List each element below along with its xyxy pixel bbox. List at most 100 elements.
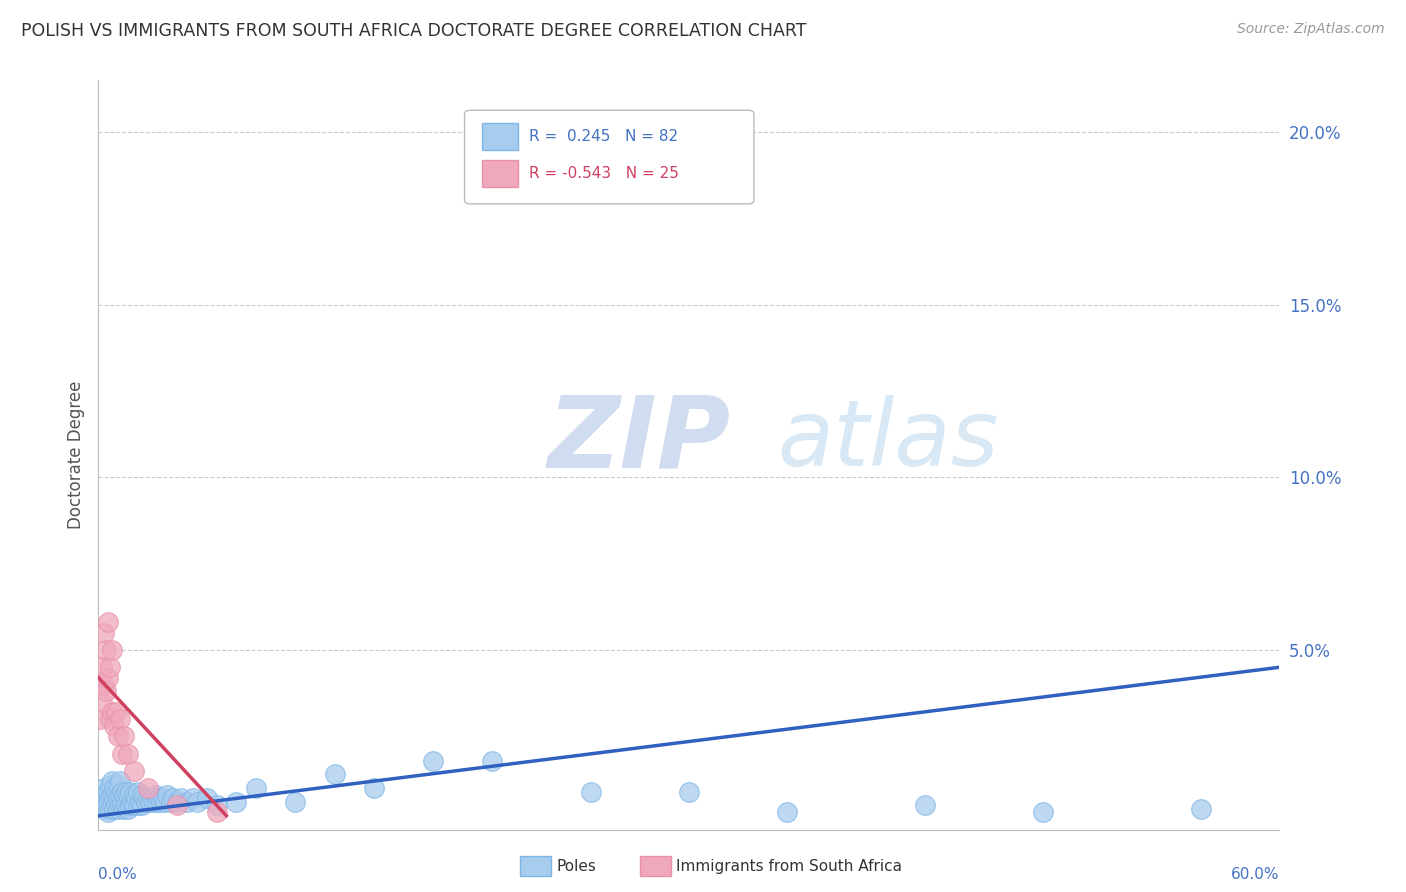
Point: [111, 747, 134, 761]
Point: [112, 788, 135, 802]
Point: [156, 788, 179, 802]
Point: [115, 798, 138, 813]
Point: [131, 788, 153, 802]
Point: [284, 795, 307, 809]
Point: [142, 795, 165, 809]
Point: [1032, 805, 1054, 820]
Point: [97, 615, 120, 630]
Point: [98, 712, 121, 726]
Point: [122, 798, 145, 813]
Point: [89, 798, 111, 813]
Point: [91, 788, 114, 802]
Point: [205, 798, 228, 813]
Point: [150, 795, 173, 809]
Point: [127, 798, 149, 813]
Point: [105, 784, 128, 798]
Point: [136, 791, 159, 805]
Text: Source: ZipAtlas.com: Source: ZipAtlas.com: [1237, 22, 1385, 37]
Point: [128, 795, 150, 809]
Point: [105, 798, 128, 813]
Point: [914, 798, 936, 813]
FancyBboxPatch shape: [482, 161, 517, 187]
Text: 60.0%: 60.0%: [1232, 867, 1279, 882]
Point: [166, 795, 188, 809]
Point: [186, 795, 208, 809]
Point: [108, 712, 131, 726]
Point: [97, 805, 120, 820]
Point: [132, 791, 155, 805]
Point: [101, 788, 124, 802]
Point: [125, 791, 148, 805]
Point: [146, 795, 169, 809]
Point: [89, 677, 111, 691]
FancyBboxPatch shape: [482, 123, 517, 150]
Point: [148, 791, 170, 805]
Point: [107, 729, 129, 743]
Point: [181, 791, 204, 805]
Point: [111, 784, 134, 798]
Point: [121, 795, 143, 809]
Point: [98, 802, 121, 816]
Y-axis label: Doctorate Degree: Doctorate Degree: [66, 381, 84, 529]
Point: [97, 671, 120, 685]
Point: [97, 795, 120, 809]
Point: [108, 798, 131, 813]
Point: [93, 677, 115, 691]
Point: [98, 660, 121, 674]
Point: [107, 778, 129, 792]
Point: [152, 791, 174, 805]
Point: [91, 795, 114, 809]
Point: [115, 784, 138, 798]
Point: [101, 798, 124, 813]
Point: [101, 774, 124, 789]
Point: [145, 788, 167, 802]
Point: [96, 788, 118, 802]
Point: [176, 795, 198, 809]
Point: [166, 798, 188, 813]
Point: [98, 778, 121, 792]
Point: [97, 784, 120, 798]
Point: [141, 791, 163, 805]
Point: [101, 705, 124, 719]
Point: [103, 719, 125, 733]
Point: [127, 784, 149, 798]
Text: 0.0%: 0.0%: [98, 867, 138, 882]
Point: [1189, 802, 1212, 816]
Point: [91, 695, 114, 709]
Point: [323, 767, 346, 781]
Point: [117, 788, 139, 802]
Point: [138, 795, 160, 809]
Point: [122, 764, 145, 778]
Point: [131, 798, 153, 813]
Point: [205, 805, 228, 820]
Point: [101, 643, 124, 657]
Point: [108, 774, 131, 789]
Point: [170, 791, 193, 805]
Point: [107, 802, 129, 816]
Point: [678, 784, 700, 798]
Text: R = -0.543   N = 25: R = -0.543 N = 25: [530, 167, 679, 181]
Text: ZIP: ZIP: [547, 392, 730, 489]
Point: [111, 798, 134, 813]
Point: [195, 791, 218, 805]
Point: [112, 729, 135, 743]
Point: [93, 781, 115, 796]
Point: [108, 788, 131, 802]
Point: [117, 747, 139, 761]
Point: [96, 643, 118, 657]
Point: [136, 781, 159, 796]
Point: [107, 791, 129, 805]
Point: [363, 781, 385, 796]
Text: atlas: atlas: [778, 395, 998, 485]
Point: [96, 684, 118, 698]
FancyBboxPatch shape: [464, 111, 754, 204]
Point: [118, 798, 141, 813]
Point: [103, 781, 125, 796]
Point: [93, 625, 115, 640]
Point: [135, 795, 157, 809]
Point: [225, 795, 247, 809]
Point: [422, 754, 444, 768]
Point: [162, 791, 184, 805]
Point: [103, 802, 125, 816]
Point: [89, 712, 111, 726]
